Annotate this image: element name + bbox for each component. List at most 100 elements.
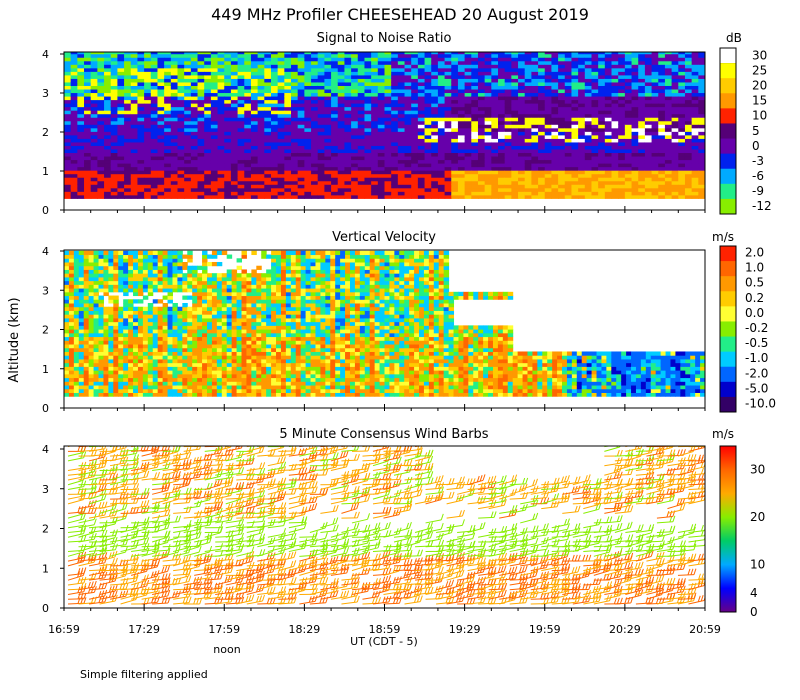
snr-cell xyxy=(304,117,312,122)
velocity-cell xyxy=(83,381,90,386)
snr-cell xyxy=(684,127,693,132)
velocity-cell xyxy=(182,385,188,390)
snr-cell xyxy=(230,103,239,108)
snr-cell xyxy=(297,191,305,196)
snr-cell xyxy=(631,148,639,154)
velocity-cell xyxy=(68,280,75,285)
snr-cell xyxy=(144,187,152,192)
snr-cell xyxy=(250,177,259,182)
snr-cell xyxy=(217,53,225,58)
snr-cell xyxy=(591,110,599,115)
snr-cell xyxy=(344,52,352,55)
snr-cell xyxy=(324,184,332,189)
snr-cell xyxy=(551,166,559,171)
velocity-cell xyxy=(98,351,104,356)
snr-cell xyxy=(317,155,326,161)
snr-cell xyxy=(351,163,359,168)
snr-cell xyxy=(404,71,412,76)
snr-cell xyxy=(217,131,225,136)
snr-cell xyxy=(311,52,319,55)
snr-cell xyxy=(631,159,639,164)
snr-cell xyxy=(244,163,252,168)
snr-cell xyxy=(584,92,593,97)
velocity-cell xyxy=(177,325,183,330)
snr-cell xyxy=(684,124,693,129)
snr-cell xyxy=(117,166,125,171)
snr-cell xyxy=(604,110,613,115)
velocity-cell xyxy=(78,250,85,256)
snr-cell xyxy=(104,131,112,136)
velocity-cell xyxy=(88,265,95,270)
snr-cell xyxy=(551,134,559,139)
snr-cell xyxy=(671,159,679,164)
snr-cell xyxy=(451,57,459,62)
snr-cell xyxy=(277,81,285,86)
snr-cell xyxy=(404,52,412,55)
snr-cell xyxy=(477,177,486,182)
snr-cell xyxy=(297,92,305,97)
velocity-cell xyxy=(172,265,178,270)
snr-cell xyxy=(538,141,546,146)
velocity-cell xyxy=(182,377,188,382)
snr-cell xyxy=(124,177,132,182)
snr-cell xyxy=(464,159,472,164)
velocity-cell xyxy=(78,310,85,315)
snr-cell xyxy=(664,159,673,164)
snr-cell xyxy=(611,131,619,136)
snr-cell xyxy=(64,117,72,122)
snr-cell xyxy=(270,177,279,182)
velocity-cell xyxy=(147,314,154,319)
velocity-cell xyxy=(142,314,149,319)
velocity-cell xyxy=(142,265,149,270)
snr-cell xyxy=(317,159,326,164)
snr-cell xyxy=(564,120,573,125)
snr-cell xyxy=(297,57,305,62)
snr-cell xyxy=(498,64,506,69)
snr-cell xyxy=(137,155,145,161)
snr-cell xyxy=(371,60,379,65)
snr-cell xyxy=(651,191,659,196)
snr-cell xyxy=(658,117,666,122)
snr-cell xyxy=(511,57,519,62)
snr-cell xyxy=(658,184,666,189)
snr-cell xyxy=(484,166,492,171)
snr-cell xyxy=(591,120,599,125)
snr-cell xyxy=(658,67,666,72)
snr-cell xyxy=(144,74,152,79)
snr-cell xyxy=(504,85,512,90)
snr-cell xyxy=(584,53,593,58)
velocity-cell xyxy=(152,366,159,371)
snr-cell xyxy=(477,52,486,55)
velocity-cell xyxy=(133,358,139,364)
snr-cell xyxy=(311,194,319,199)
snr-cell xyxy=(270,81,279,86)
snr-cell xyxy=(391,177,399,182)
snr-cell xyxy=(578,81,586,86)
snr-cell xyxy=(397,134,406,139)
snr-cell xyxy=(190,113,199,118)
snr-cell xyxy=(84,177,92,182)
snr-cell xyxy=(97,134,105,139)
snr-cell xyxy=(391,67,399,72)
velocity-cell xyxy=(172,351,178,356)
velocity-cell xyxy=(118,321,124,326)
snr-cell xyxy=(117,124,125,129)
snr-cell xyxy=(424,127,432,132)
snr-cell xyxy=(437,148,446,154)
snr-cell xyxy=(277,141,285,146)
snr-cell xyxy=(70,124,78,129)
snr-cell xyxy=(124,110,132,115)
velocity-cell xyxy=(88,284,95,289)
snr-cell xyxy=(558,71,566,76)
snr-cell xyxy=(397,57,406,62)
velocity-cell xyxy=(147,351,154,356)
snr-cell xyxy=(624,95,633,101)
snr-cell xyxy=(70,71,78,76)
snr-cell xyxy=(484,92,492,97)
velocity-cell xyxy=(88,370,95,375)
snr-cell xyxy=(104,53,112,58)
snr-cell xyxy=(157,163,165,168)
snr-cell xyxy=(624,52,633,55)
velocity-cell xyxy=(83,388,90,393)
snr-cell xyxy=(64,138,72,143)
